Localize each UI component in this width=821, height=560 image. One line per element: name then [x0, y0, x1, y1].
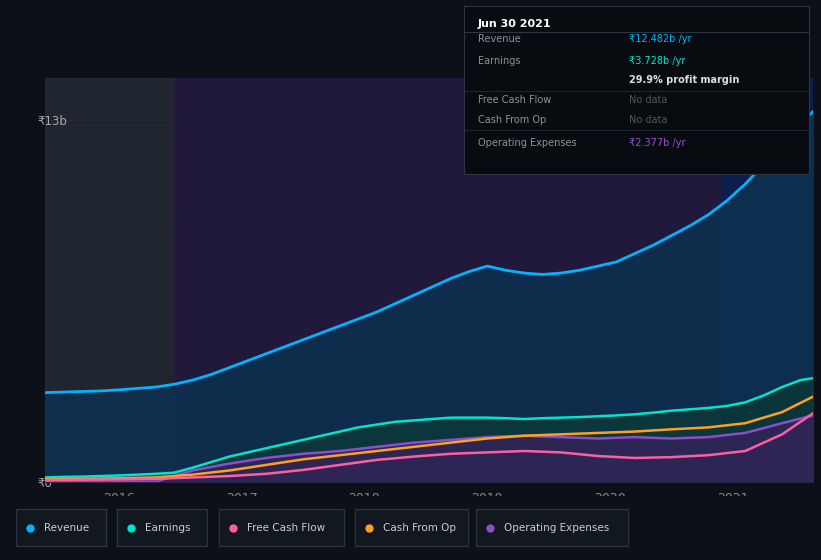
Text: Operating Expenses: Operating Expenses	[504, 523, 609, 533]
Text: Cash From Op: Cash From Op	[383, 523, 456, 533]
Text: Jun 30 2021: Jun 30 2021	[478, 19, 551, 29]
Text: Earnings: Earnings	[478, 56, 521, 66]
Text: Earnings: Earnings	[145, 523, 191, 533]
FancyBboxPatch shape	[476, 509, 628, 547]
Bar	[45, 78, 174, 482]
Text: ₹12.482b /yr: ₹12.482b /yr	[630, 34, 692, 44]
Bar	[174, 78, 721, 482]
FancyBboxPatch shape	[117, 509, 207, 547]
Text: Free Cash Flow: Free Cash Flow	[478, 95, 551, 105]
Text: Free Cash Flow: Free Cash Flow	[247, 523, 325, 533]
Bar	[721, 78, 813, 482]
Text: No data: No data	[630, 95, 667, 105]
Text: Cash From Op: Cash From Op	[478, 115, 546, 125]
Text: No data: No data	[630, 115, 667, 125]
Text: ₹2.377b /yr: ₹2.377b /yr	[630, 138, 686, 148]
Text: Revenue: Revenue	[44, 523, 89, 533]
FancyBboxPatch shape	[218, 509, 343, 547]
Text: 29.9% profit margin: 29.9% profit margin	[630, 74, 740, 85]
FancyBboxPatch shape	[355, 509, 468, 547]
Text: ₹3.728b /yr: ₹3.728b /yr	[630, 56, 686, 66]
Text: Revenue: Revenue	[478, 34, 521, 44]
Text: Operating Expenses: Operating Expenses	[478, 138, 576, 148]
FancyBboxPatch shape	[16, 509, 106, 547]
